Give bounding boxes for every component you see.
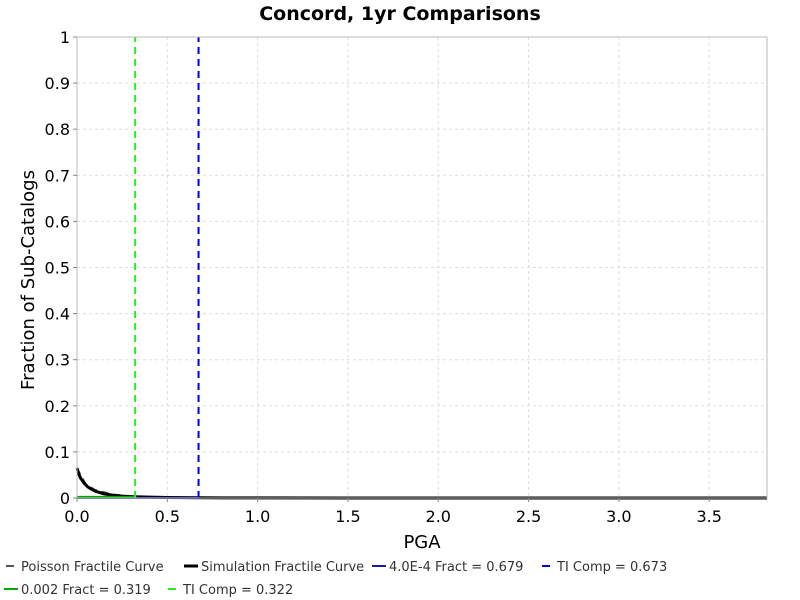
legend: Poisson Fractile Curve Simulation Fractil… <box>4 560 667 598</box>
y-tick-label: 0.1 <box>45 443 70 462</box>
y-tick-label: 0 <box>60 489 70 508</box>
legend-label: Simulation Fractile Curve <box>201 560 364 575</box>
chart-title: Concord, 1yr Comparisons <box>259 3 541 25</box>
x-tick-label: 2.0 <box>426 507 451 526</box>
legend-label: 0.002 Fract = 0.319 <box>21 583 151 598</box>
y-axis-label: Fraction of Sub-Catalogs <box>18 170 39 390</box>
x-tick-label: 1.5 <box>335 507 360 526</box>
y-tick-label: 0.9 <box>45 74 70 93</box>
y-tick-label: 0.7 <box>45 166 70 185</box>
x-tick-label: 3.0 <box>606 507 631 526</box>
x-tick-label: 0.5 <box>155 507 180 526</box>
grid <box>76 36 767 499</box>
x-tick-label: 0.0 <box>64 507 89 526</box>
y-tick-label: 0.8 <box>45 120 70 139</box>
legend-label: 4.0E-4 Fract = 0.679 <box>389 560 523 575</box>
x-ticks: 0.0 0.5 1.0 1.5 2.0 2.5 3.0 3.5 <box>64 498 722 526</box>
y-tick-label: 0.2 <box>45 397 70 416</box>
x-tick-label: 1.0 <box>245 507 270 526</box>
y-tick-label: 1 <box>60 28 70 47</box>
legend-label: TI Comp = 0.322 <box>182 583 293 598</box>
legend-label: TI Comp = 0.673 <box>556 560 667 575</box>
y-tick-label: 0.3 <box>45 351 70 370</box>
y-tick-label: 0.5 <box>45 259 70 278</box>
y-tick-label: 0.6 <box>45 212 70 231</box>
legend-label: Poisson Fractile Curve <box>21 560 164 575</box>
x-tick-label: 2.5 <box>516 507 541 526</box>
x-tick-label: 3.5 <box>696 507 721 526</box>
x-axis-label: PGA <box>403 532 441 553</box>
y-ticks: 0 0.1 0.2 0.3 0.4 0.5 0.6 0.7 0.8 0.9 1 <box>45 28 77 508</box>
y-tick-label: 0.4 <box>45 305 70 324</box>
